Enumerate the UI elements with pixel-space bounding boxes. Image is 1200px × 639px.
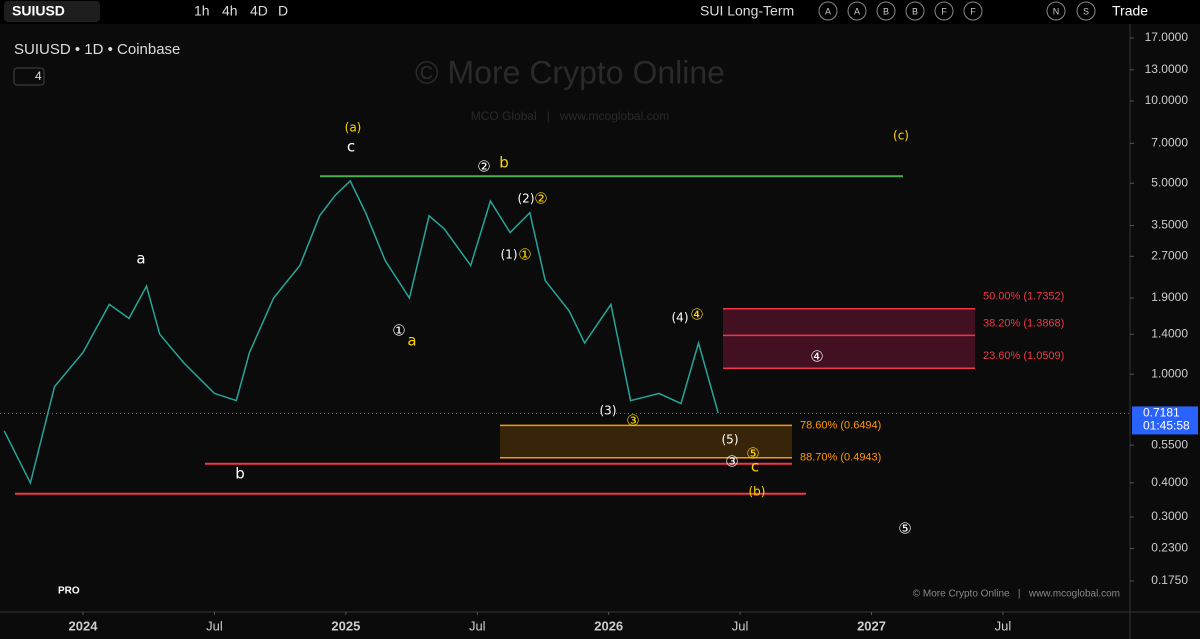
countdown: 01:45:58 <box>1143 419 1190 433</box>
fib-label: 88.70% (0.4943) <box>800 452 881 464</box>
wave-label: ① <box>392 322 405 340</box>
watermark-sub: MCO Global | www.mcoglobal.com <box>471 109 670 123</box>
fib-label: 50.00% (1.7352) <box>983 291 1064 303</box>
y-tick-label: 0.3000 <box>1151 509 1188 523</box>
fib-label: 23.60% (1.0509) <box>983 350 1064 362</box>
alert-circle[interactable] <box>847 1 867 21</box>
y-tick-label: 0.1750 <box>1151 573 1188 587</box>
wave-label: ② <box>534 190 547 208</box>
wave-label: (c) <box>893 129 909 143</box>
alert-circle[interactable] <box>963 1 983 21</box>
wave-label: ④ <box>810 348 823 366</box>
wave-label: (3) <box>600 404 617 418</box>
y-tick-label: 2.7000 <box>1151 248 1188 262</box>
y-tick-label: 3.5000 <box>1151 218 1188 232</box>
x-tick-label: Jul <box>995 618 1012 633</box>
x-tick-label: 2025 <box>331 618 360 633</box>
y-tick-label: 13.0000 <box>1145 62 1189 76</box>
interval[interactable]: 1h <box>194 3 210 19</box>
wave-label: (4) <box>672 311 689 325</box>
wave-label: b <box>499 154 509 172</box>
x-tick-label: 2024 <box>69 618 99 633</box>
current-price: 0.7181 <box>1143 406 1180 420</box>
symbol-box[interactable] <box>4 1 100 22</box>
fib-label: 38.20% (1.3868) <box>983 317 1064 329</box>
toolbar <box>0 0 1200 24</box>
alert-circle[interactable] <box>818 1 838 21</box>
current-price-box <box>1132 406 1198 435</box>
indicator-toggle[interactable] <box>13 67 45 86</box>
wave-label: (b) <box>749 485 766 499</box>
y-tick-label: 5.0000 <box>1151 175 1188 189</box>
footer-credit: © More Crypto Online | www.mcoglobal.com <box>913 589 1120 600</box>
y-tick-label: 7.0000 <box>1151 135 1188 149</box>
wave-label: ② <box>477 158 490 176</box>
wave-label: (5) <box>722 433 739 447</box>
wave-label: (2) <box>518 192 535 206</box>
y-tick-label: 0.5500 <box>1151 437 1188 451</box>
wave-label: ③ <box>626 412 639 430</box>
wave-label: c <box>347 138 355 156</box>
y-tick-label: 1.4000 <box>1151 326 1188 340</box>
wave-label: ④ <box>690 306 703 324</box>
alert-label[interactable]: B <box>912 6 918 16</box>
alert-label[interactable]: B <box>883 6 889 16</box>
x-tick-label: Jul <box>469 618 486 633</box>
wave-label: c <box>751 458 759 476</box>
price-line <box>3 179 719 486</box>
wave-label: ⑤ <box>746 445 759 463</box>
watermark: © More Crypto Online <box>415 54 725 90</box>
x-tick-label: Jul <box>206 618 223 633</box>
alert-circle[interactable] <box>876 1 896 21</box>
wave-label: (1) <box>501 248 518 262</box>
extra-circle[interactable] <box>1076 1 1096 21</box>
alert-label[interactable]: F <box>970 6 976 16</box>
x-tick-label: Jul <box>732 618 749 633</box>
alert-circle[interactable] <box>905 1 925 21</box>
tv-logo: PRO <box>58 586 80 597</box>
wave-label: (a) <box>345 121 362 135</box>
x-tick-label: 2026 <box>594 618 623 633</box>
legend-title: SUIUSD • 1D • Coinbase <box>14 41 180 58</box>
indicator-count[interactable]: 4 <box>35 69 42 83</box>
symbol[interactable]: SUIUSD <box>12 3 65 19</box>
interval[interactable]: 4D <box>250 3 268 19</box>
interval[interactable]: D <box>278 3 288 19</box>
extra-label[interactable]: S <box>1083 6 1089 16</box>
extra-circle[interactable] <box>1046 1 1066 21</box>
fib-zone <box>500 425 792 458</box>
wave-label: ③ <box>725 453 738 471</box>
wave-label: ① <box>518 246 531 264</box>
y-tick-label: 0.2300 <box>1151 541 1188 555</box>
alert-label[interactable]: A <box>854 6 860 16</box>
y-tick-label: 1.9000 <box>1151 290 1188 304</box>
extra-label[interactable]: N <box>1053 6 1060 16</box>
y-tick-label: 1.0000 <box>1151 366 1188 380</box>
alert-circle[interactable] <box>934 1 954 21</box>
wave-label: a <box>136 250 145 268</box>
y-tick-label: 10.0000 <box>1145 93 1189 107</box>
wave-label: a <box>407 332 416 350</box>
alert-label[interactable]: A <box>825 6 831 16</box>
fib-zone <box>723 308 975 369</box>
fib-label: 78.60% (0.6494) <box>800 419 881 431</box>
y-tick-label: 17.0000 <box>1145 30 1189 44</box>
y-tick-label: 0.4000 <box>1151 475 1188 489</box>
trade-button[interactable]: Trade <box>1112 3 1148 19</box>
layout-name[interactable]: SUI Long-Term <box>700 3 794 19</box>
wave-label: ⑤ <box>898 520 911 538</box>
alert-label[interactable]: F <box>941 6 947 16</box>
x-tick-label: 2027 <box>857 618 886 633</box>
interval[interactable]: 4h <box>222 3 238 19</box>
wave-label: b <box>235 465 245 483</box>
